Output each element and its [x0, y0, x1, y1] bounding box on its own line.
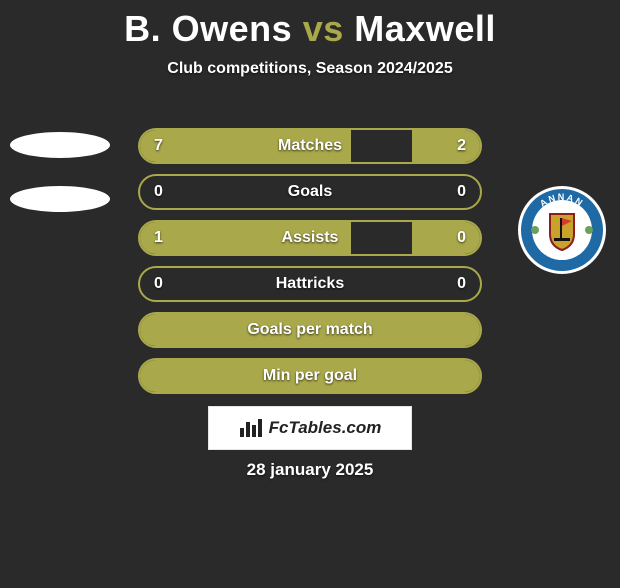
stat-row: 10Assists	[138, 220, 482, 256]
brand-text: FcTables.com	[269, 418, 382, 438]
subtitle: Club competitions, Season 2024/2025	[0, 60, 620, 78]
player-left-avatar-1	[10, 132, 110, 158]
stat-label: Min per goal	[140, 360, 480, 392]
stat-row: Goals per match	[138, 312, 482, 348]
fctables-watermark: FcTables.com	[208, 406, 412, 450]
stat-row: 00Goals	[138, 174, 482, 210]
stat-label: Matches	[140, 130, 480, 162]
stat-row: 72Matches	[138, 128, 482, 164]
stat-row: 00Hattricks	[138, 266, 482, 302]
stat-row: Min per goal	[138, 358, 482, 394]
player-left-avatar-2	[10, 186, 110, 212]
stat-label: Goals	[140, 176, 480, 208]
stat-label: Hattricks	[140, 268, 480, 300]
annan-athletic-badge-icon: ANNAN ATHLETIC	[520, 188, 604, 272]
generation-date: 28 january 2025	[0, 460, 620, 480]
comparison-title: B. Owens vs Maxwell	[0, 8, 620, 50]
player-right-club-badge: ANNAN ATHLETIC	[518, 186, 606, 274]
player-left-name: B. Owens	[124, 8, 292, 49]
stat-label: Goals per match	[140, 314, 480, 346]
bars-icon	[239, 418, 263, 438]
stats-container: 72Matches 00Goals 10Assists 00Hattricks Goal…	[138, 128, 482, 404]
stat-label: Assists	[140, 222, 480, 254]
title-vs: vs	[303, 8, 344, 49]
player-right-name: Maxwell	[354, 8, 496, 49]
